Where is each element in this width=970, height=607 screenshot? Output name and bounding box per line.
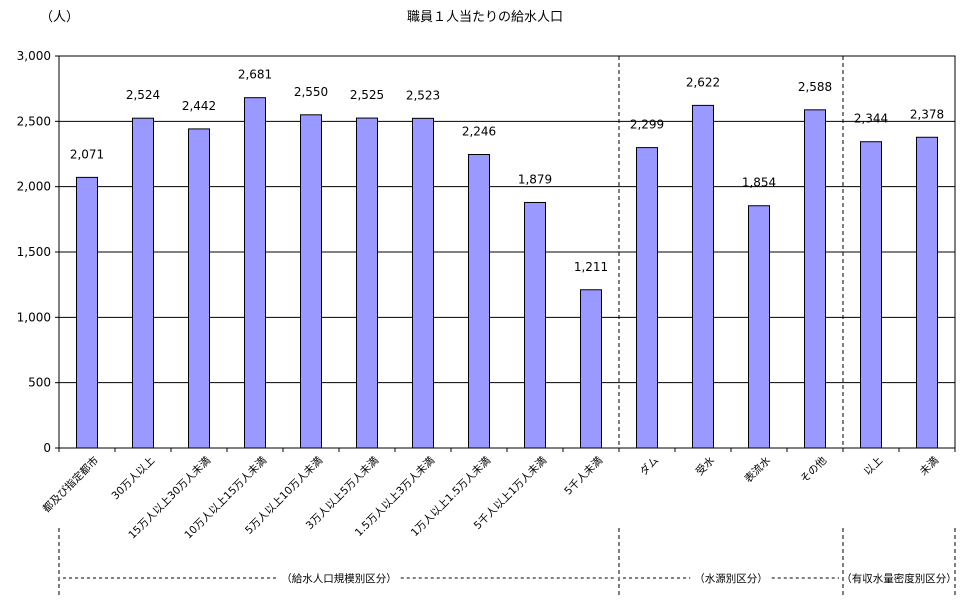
bar xyxy=(692,104,714,449)
x-tick-label: 以上 xyxy=(862,455,885,478)
x-tick-label: 未満 xyxy=(918,454,942,478)
y-tick-label: 500 xyxy=(28,376,51,390)
data-labels: 2,071 2,524 2,442 2,681 2,550 2,525 2,523 2,246… xyxy=(70,68,944,274)
y-tick-label: 1,000 xyxy=(17,310,51,324)
data-label: 2,299 xyxy=(630,118,664,132)
data-label: 2,588 xyxy=(798,80,832,94)
x-tick-label: その他 xyxy=(798,454,830,486)
x-tick-label: 5千人未満 xyxy=(562,454,605,497)
x-tick-label: 都及び指定都市 xyxy=(40,454,101,515)
data-label: 1,854 xyxy=(742,176,776,190)
bar xyxy=(748,205,770,449)
y-axis-unit-label: （人） xyxy=(40,10,79,25)
bar xyxy=(804,109,826,449)
data-label: 1,211 xyxy=(574,260,608,274)
x-tick-label: 表流水 xyxy=(742,454,774,486)
chart-title: 職員１人当たりの給水人口 xyxy=(407,10,563,25)
bar xyxy=(412,117,434,449)
data-label: 2,524 xyxy=(126,88,160,102)
bar xyxy=(356,117,378,449)
group-label: （有収水量密度別区分） xyxy=(841,572,957,585)
bar xyxy=(300,114,322,449)
bar xyxy=(76,176,98,449)
data-label: 2,071 xyxy=(70,147,104,161)
bar xyxy=(636,147,658,449)
bar xyxy=(468,154,490,449)
y-tick-label: 2,000 xyxy=(17,180,51,194)
x-tick-label: 30万人以上 xyxy=(109,455,157,503)
bar xyxy=(916,136,938,449)
bars xyxy=(76,97,938,449)
group-label: （給水人口規模別区分） xyxy=(281,572,397,585)
bar xyxy=(244,97,266,449)
group-brackets: （給水人口規模別区分） （水源別区分） （有収水量密度別区分） xyxy=(58,528,957,598)
x-axis-tick-labels: 都及び指定都市 30万人以上15万人以上30万人未満10万人以上15万人未満5万人… xyxy=(40,454,942,542)
x-tick-label: 受水 xyxy=(694,454,718,478)
data-label: 2,378 xyxy=(910,107,944,121)
data-label: 2,523 xyxy=(406,88,440,102)
bar xyxy=(132,117,154,449)
bar xyxy=(580,289,602,449)
data-label: 2,442 xyxy=(182,99,216,113)
bar xyxy=(524,201,546,449)
bar xyxy=(860,141,882,449)
data-label: 2,246 xyxy=(462,125,496,139)
y-tick-label: 2,500 xyxy=(17,114,51,128)
data-label: 1,879 xyxy=(518,172,552,186)
data-label: 2,550 xyxy=(294,85,328,99)
data-label: 2,622 xyxy=(686,75,720,89)
y-tick-label: 1,500 xyxy=(17,245,51,259)
y-tick-label: 0 xyxy=(43,441,51,455)
x-tick-label: ダム xyxy=(637,454,661,478)
group-label: （水源別区分） xyxy=(694,572,768,585)
y-axis-ticks: 0 500 1,000 1,500 2,000 2,500 3,000 xyxy=(17,49,51,455)
y-tick-label: 3,000 xyxy=(17,49,51,63)
data-label: 2,525 xyxy=(350,88,384,102)
bar xyxy=(188,128,210,449)
data-label: 2,344 xyxy=(854,112,888,126)
data-label: 2,681 xyxy=(238,68,272,82)
